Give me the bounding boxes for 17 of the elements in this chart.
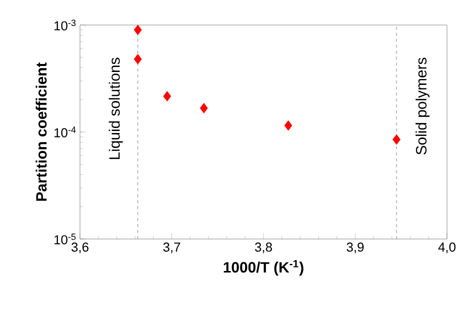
x-tick-label: 4,0 xyxy=(438,242,456,254)
point xyxy=(134,54,142,64)
point xyxy=(392,134,400,145)
x-axis-title: 1000/T (K$^{-1}$) xyxy=(224,260,304,276)
x-tick-label: 3,7 xyxy=(163,242,180,254)
y-tick-label: 10$^{-3}$ xyxy=(54,20,76,30)
point xyxy=(284,120,292,131)
ref-line-label: Solid polymers xyxy=(416,58,430,155)
x-tick-label: 3,9 xyxy=(346,242,364,254)
x-tick-label: 3,8 xyxy=(254,242,272,254)
y-axis-title: Partition coefficient xyxy=(36,62,47,201)
y-tick-label: 10$^{-4}$ xyxy=(54,126,76,138)
point xyxy=(163,91,172,102)
x-tick-label: 3,6 xyxy=(72,242,88,254)
ref-line-label: Liquid solutions xyxy=(108,58,123,160)
point xyxy=(134,24,142,36)
point xyxy=(200,102,208,114)
